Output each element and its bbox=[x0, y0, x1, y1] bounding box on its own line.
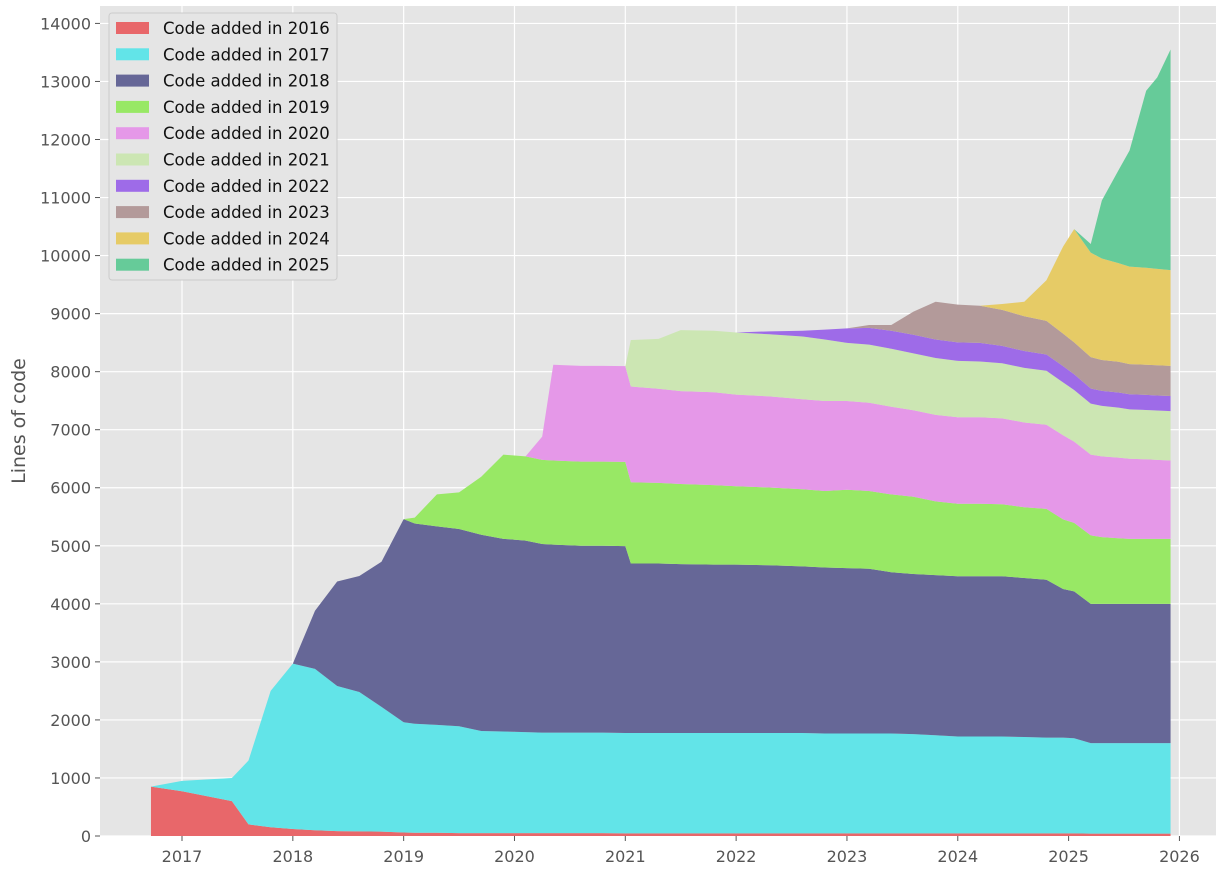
y-tick-label: 14000 bbox=[40, 14, 91, 33]
area-series-9 bbox=[150, 229, 1171, 787]
area-series-2 bbox=[150, 663, 1171, 834]
y-axis-title: Lines of code bbox=[8, 358, 30, 484]
legend: Code added in 2016 Code added in 2017 Code… bbox=[108, 12, 338, 281]
legend-swatch bbox=[116, 74, 149, 87]
legend-box bbox=[108, 12, 338, 281]
area-series-5 bbox=[150, 364, 1171, 787]
legend-label: Code added in 2019 bbox=[163, 98, 330, 117]
legend-swatch bbox=[116, 232, 149, 245]
x-tick-label: 2018 bbox=[272, 847, 313, 866]
area-series-4 bbox=[150, 454, 1171, 787]
legend-label: Code added in 2021 bbox=[163, 151, 330, 170]
legend-swatch bbox=[116, 153, 149, 166]
y-tick-label: 8000 bbox=[50, 363, 91, 382]
legend-label: Code added in 2020 bbox=[163, 124, 330, 143]
legend-swatch bbox=[116, 48, 149, 61]
y-tick-label: 2000 bbox=[50, 711, 91, 730]
area-series-3 bbox=[150, 519, 1171, 787]
y-tick-label: 11000 bbox=[40, 189, 91, 208]
legend-label: Code added in 2022 bbox=[163, 177, 330, 196]
legend-label: Code added in 2018 bbox=[163, 72, 330, 91]
x-tick-label: 2023 bbox=[827, 847, 868, 866]
legend-swatch bbox=[116, 258, 149, 271]
legend-label: Code added in 2025 bbox=[163, 256, 330, 275]
y-tick-label: 12000 bbox=[40, 130, 91, 149]
legend-label: Code added in 2016 bbox=[163, 19, 330, 38]
legend-label: Code added in 2017 bbox=[163, 45, 330, 64]
area-series-1 bbox=[150, 786, 1171, 836]
x-tick-label: 2026 bbox=[1159, 847, 1200, 866]
y-tick-label: 3000 bbox=[50, 653, 91, 672]
x-tick-label: 2021 bbox=[605, 847, 646, 866]
y-tick-label: 4000 bbox=[50, 595, 91, 614]
area-series-7 bbox=[150, 327, 1171, 787]
y-tick-label: 0 bbox=[81, 827, 91, 846]
legend-label: Code added in 2024 bbox=[163, 229, 330, 248]
legend-swatch bbox=[116, 179, 149, 192]
area-series-group bbox=[150, 49, 1171, 836]
area-series-8 bbox=[150, 301, 1171, 787]
x-tick-label: 2024 bbox=[937, 847, 978, 866]
y-tick-label: 7000 bbox=[50, 421, 91, 440]
legend-swatch bbox=[116, 127, 149, 140]
y-tick-label: 6000 bbox=[50, 479, 91, 498]
legend-label: Code added in 2023 bbox=[163, 203, 330, 222]
y-axis-ticks: 0 1000 2000 3000 4000 5000 6000 7000 8000 9000 100… bbox=[40, 14, 100, 846]
legend-items: Code added in 2016 Code added in 2017 Code… bbox=[116, 19, 330, 275]
y-tick-label: 1000 bbox=[50, 769, 91, 788]
legend-swatch bbox=[116, 100, 149, 113]
y-tick-label: 10000 bbox=[40, 247, 91, 266]
y-tick-label: 9000 bbox=[50, 305, 91, 324]
legend-swatch bbox=[116, 22, 149, 34]
x-tick-label: 2025 bbox=[1048, 847, 1089, 866]
x-tick-label: 2017 bbox=[162, 847, 203, 866]
legend-swatch bbox=[116, 206, 149, 219]
x-tick-label: 2022 bbox=[716, 847, 757, 866]
x-tick-label: 2020 bbox=[494, 847, 535, 866]
y-tick-label: 13000 bbox=[40, 72, 91, 91]
y-tick-label: 5000 bbox=[50, 537, 91, 556]
x-axis-ticks: 2017 2018 2019 2020 2021 2022 2023 2024 2025 2026 bbox=[162, 836, 1200, 866]
x-tick-label: 2019 bbox=[383, 847, 424, 866]
